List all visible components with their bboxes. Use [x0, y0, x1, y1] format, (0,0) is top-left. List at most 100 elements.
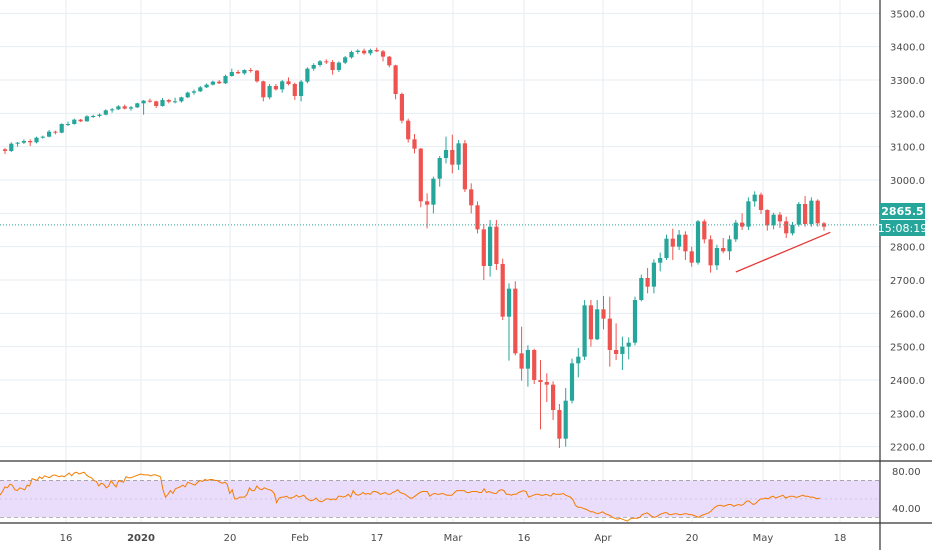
candle-body	[173, 101, 178, 103]
candle-body	[2, 149, 8, 151]
candle-body	[154, 101, 159, 106]
candle-body	[21, 141, 26, 143]
candle-body	[626, 342, 631, 347]
candle-body	[620, 346, 625, 354]
candle-body	[242, 70, 247, 74]
overlay-layer	[0, 224, 880, 273]
candle-body	[475, 205, 480, 230]
candle-body	[330, 62, 335, 70]
candle-body	[462, 143, 467, 190]
last-price-label: 2865.5	[881, 205, 923, 218]
candle-body	[9, 143, 14, 151]
candle-body	[733, 222, 738, 240]
candle-body	[614, 350, 619, 354]
candle-body	[374, 50, 379, 52]
candle-body	[569, 363, 575, 401]
candle-body	[695, 221, 701, 263]
candle-body	[721, 248, 726, 252]
candle-body	[639, 278, 644, 300]
y-tick-label: 3400.0	[890, 43, 925, 54]
candle-body	[387, 56, 392, 66]
candle-body	[425, 201, 430, 205]
candle-body	[708, 239, 713, 266]
candle-body	[469, 189, 474, 206]
candle-body	[765, 210, 770, 226]
candle-body	[683, 234, 688, 252]
candle-body	[601, 309, 606, 319]
countdown-label: 15:08:19	[878, 222, 927, 235]
candle-body	[506, 288, 512, 317]
trendline	[735, 231, 831, 273]
rsi-tick-label: 80.00	[892, 467, 921, 478]
x-tick-label: 20	[686, 533, 699, 544]
candle-body	[166, 100, 171, 102]
candle-body	[576, 356, 581, 364]
candle-body	[821, 223, 827, 227]
x-tick-label: 16	[60, 533, 73, 544]
y-tick-label: 2600.0	[890, 309, 925, 320]
x-tick-label: 18	[834, 533, 847, 544]
candle-body	[450, 150, 455, 165]
candle-body	[59, 124, 64, 133]
candle-body	[481, 229, 486, 266]
candle-body	[141, 100, 146, 104]
candle-body	[607, 318, 612, 350]
candle-body	[267, 86, 272, 98]
y-tick-label: 2400.0	[890, 376, 925, 387]
candle-body	[210, 81, 215, 85]
candle-body	[563, 400, 568, 439]
candle-body	[204, 84, 209, 88]
candle-body	[406, 120, 411, 140]
y-tick-label: 2200.0	[890, 443, 925, 454]
candle-body	[513, 288, 518, 354]
candle-body	[261, 81, 266, 98]
candle-body	[34, 137, 39, 143]
candle-body	[343, 57, 348, 63]
candle-body	[248, 70, 253, 71]
candle-body	[236, 72, 241, 74]
candle-body	[588, 305, 593, 340]
candle-body	[456, 143, 461, 165]
candle-body	[362, 50, 367, 54]
candle-body	[336, 62, 341, 70]
candle-body	[280, 81, 285, 90]
candle-body	[198, 87, 203, 92]
candle-body	[494, 226, 499, 264]
y-tick-label: 3100.0	[890, 143, 925, 154]
candle-body	[393, 65, 398, 94]
candle-body	[135, 103, 140, 108]
candle-body	[128, 107, 134, 109]
x-tick-label: 17	[371, 533, 384, 544]
candle-body	[399, 94, 404, 121]
candle-body	[740, 222, 745, 227]
candle-body	[380, 51, 386, 57]
candle-body	[551, 384, 556, 410]
candle-body	[355, 50, 360, 52]
candle-body	[790, 224, 795, 234]
x-tick-label: 16	[518, 533, 531, 544]
candle-body	[191, 91, 197, 93]
candle-body	[116, 106, 121, 110]
candle-body	[664, 238, 669, 258]
candle-body	[65, 124, 71, 125]
candle-body	[815, 200, 820, 224]
candle-body	[557, 410, 562, 439]
y-tick-label: 3000.0	[890, 176, 925, 187]
candle-body	[437, 158, 442, 179]
candle-body	[412, 139, 417, 149]
candle-body	[84, 116, 89, 122]
candle-body	[777, 214, 782, 222]
candle-body	[488, 226, 493, 266]
last-price-badge-bg	[880, 203, 925, 219]
candle-body	[752, 194, 757, 202]
candle-body	[324, 61, 329, 63]
y-tick-label: 3300.0	[890, 76, 925, 87]
candle-body	[758, 194, 764, 210]
candle-body	[217, 81, 222, 84]
candle-body	[595, 309, 600, 340]
candle-body	[443, 150, 449, 158]
y-tick-label: 3200.0	[890, 109, 925, 120]
candle-layer[interactable]	[2, 47, 827, 448]
